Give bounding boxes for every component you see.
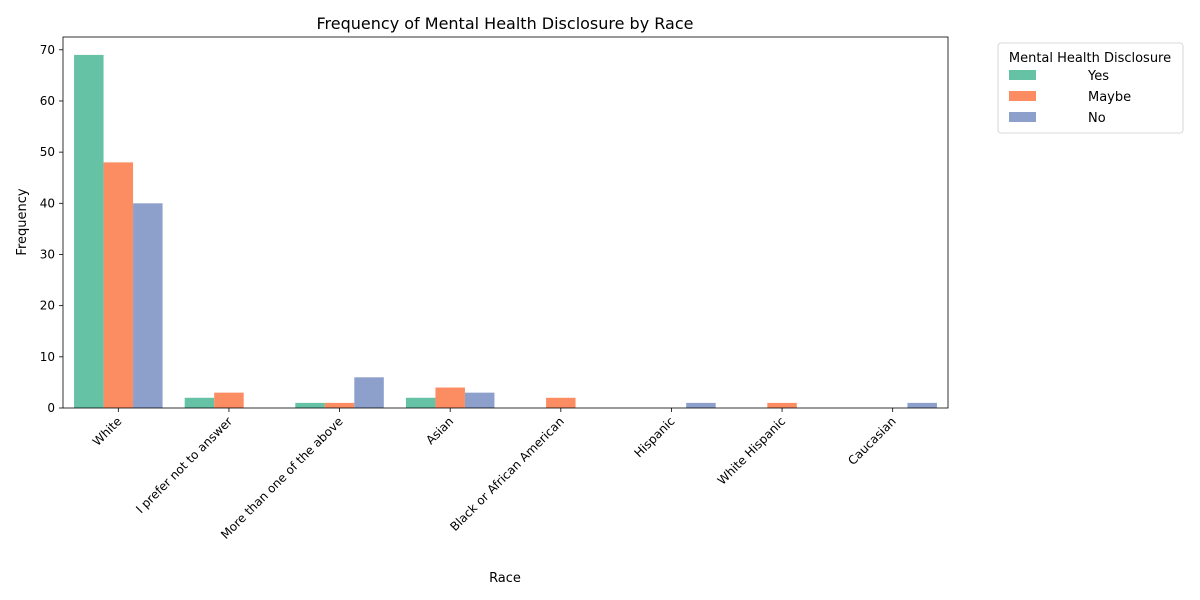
y-tick-label: 10 — [40, 350, 55, 364]
x-tick-label-black-or-african-american: Black or African American — [447, 414, 567, 534]
x-tick-label-white: White — [90, 414, 125, 449]
y-tick-label: 20 — [40, 299, 55, 313]
y-tick-label: 30 — [40, 247, 55, 261]
y-tick-label: 70 — [40, 43, 55, 57]
bar-yes-asian — [405, 397, 436, 408]
bar-no-asian — [464, 392, 495, 408]
y-tick-label: 60 — [40, 94, 55, 108]
y-tick-label: 40 — [40, 196, 55, 210]
bar-yes-white — [74, 54, 104, 409]
legend-frame — [997, 42, 1184, 134]
legend-label-maybe: Maybe — [1088, 90, 1131, 105]
bar-maybe-asian — [435, 387, 465, 408]
bar-maybe-i-prefer-not-to-answer — [214, 392, 244, 408]
bar-maybe-white-hispanic — [767, 402, 797, 408]
bar-no-white — [133, 203, 163, 408]
bar-maybe-white — [103, 162, 134, 408]
legend-title: Mental Health Disclosure — [1009, 51, 1171, 66]
x-tick-label-white-hispanic: White Hispanic — [715, 414, 788, 487]
bar-no-more-than-one-of-the-above — [354, 377, 384, 408]
bar-yes-i-prefer-not-to-answer — [184, 397, 215, 408]
x-tick-label-more-than-one-of-the-above: More than one of the above — [218, 414, 346, 542]
y-axis-label: Frequency — [15, 188, 30, 255]
y-tick-label: 0 — [47, 401, 55, 415]
x-tick-label-asian: Asian — [423, 414, 456, 447]
x-tick-label-caucasian: Caucasian — [845, 414, 899, 468]
legend-label-yes: Yes — [1087, 69, 1109, 84]
bar-maybe-more-than-one-of-the-above — [324, 402, 355, 408]
y-tick-label: 50 — [40, 145, 55, 159]
legend-swatch-no — [1009, 112, 1036, 122]
legend-swatch-yes — [1009, 70, 1036, 80]
x-tick-label-hispanic: Hispanic — [632, 414, 678, 460]
plot-frame — [62, 36, 949, 409]
bar-no-hispanic — [686, 402, 716, 408]
x-tick-label-i-prefer-not-to-answer: I prefer not to answer — [133, 414, 235, 516]
bar-no-caucasian — [907, 402, 937, 408]
bar-yes-more-than-one-of-the-above — [295, 402, 325, 408]
legend-label-no: No — [1088, 111, 1106, 126]
x-axis-label: Race — [489, 571, 521, 586]
chart-title: Frequency of Mental Health Disclosure by… — [317, 14, 694, 33]
legend: Mental Health Disclosure Yes Maybe No — [997, 42, 1184, 134]
legend-swatch-maybe — [1009, 91, 1036, 101]
bar-maybe-black-or-african-american — [546, 397, 576, 408]
plot-area — [74, 54, 937, 409]
y-axis: 0 10 20 30 40 50 60 70 — [40, 43, 63, 415]
